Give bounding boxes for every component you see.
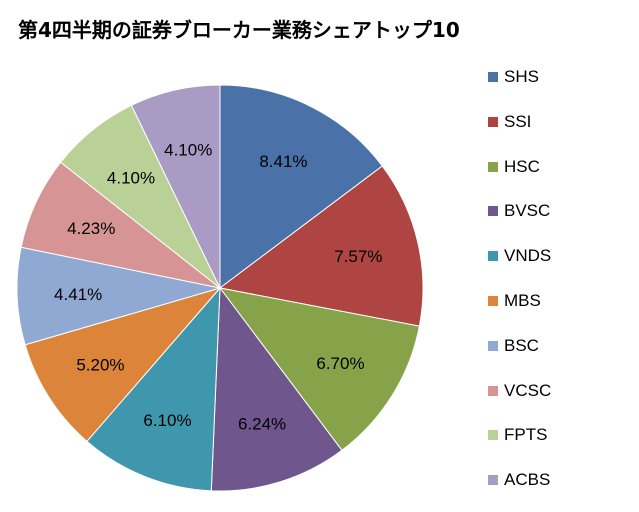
legend-item-mbs: MBS (488, 290, 541, 312)
legend-swatch (488, 385, 498, 396)
pie-slice-acbs (130, 84, 221, 289)
legend-swatch (488, 206, 498, 217)
legend-label: ACBS (504, 470, 551, 490)
pie-slice-shs (219, 84, 383, 290)
legend-label: MBS (504, 291, 541, 310)
data-label-fpts: 4.10% (107, 168, 155, 187)
legend-swatch (488, 430, 498, 441)
legend-label: BSC (504, 335, 539, 355)
legend-label: BVSC (504, 201, 551, 221)
data-label-hsc: 6.70% (316, 354, 364, 373)
legend-swatch (488, 72, 498, 82)
legend-label: VCSC (504, 380, 552, 400)
data-label-mbs: 5.20% (76, 356, 124, 375)
data-label-ssi: 7.57% (334, 247, 382, 266)
legend-item-acbs: ACBS (488, 469, 550, 491)
legend-item-fpts: FPTS (488, 424, 547, 446)
pie-slice-vnds (86, 286, 221, 492)
pie-slice-mbs (24, 287, 222, 443)
data-label-vcsc: 4.23% (67, 219, 115, 238)
legend-label: FPTS (504, 425, 548, 445)
legend-item-vnds: VNDS (488, 245, 551, 267)
pie-slice-bvsc (210, 286, 343, 492)
legend-item-bvsc: BVSC (488, 200, 550, 222)
data-label-bvsc: 6.24% (238, 415, 286, 434)
legend-swatch (488, 475, 498, 486)
legend-swatch (488, 116, 498, 127)
legend-item-shs: SHS (488, 66, 539, 88)
legend-label: VNDS (504, 246, 552, 266)
data-label-bsc: 4.41% (54, 285, 102, 304)
pie-slice-bsc (16, 246, 221, 346)
chart-title: 第4四半期の証券ブローカー業務シェアトップ10 (18, 18, 460, 42)
legend-swatch (488, 161, 498, 172)
data-label-vnds: 6.10% (143, 411, 191, 430)
data-label-shs: 8.41% (259, 152, 307, 171)
legend-label: HSC (504, 156, 540, 176)
legend-item-vcsc: VCSC (488, 380, 551, 402)
legend-swatch (488, 296, 498, 306)
pie-slice-hsc (218, 287, 420, 452)
legend-item-hsc: HSC (488, 156, 540, 178)
legend-item-ssi: SSI (488, 111, 531, 133)
legend-label: SSI (504, 111, 532, 131)
pie-slice-ssi (218, 165, 424, 327)
data-label-acbs: 4.10% (164, 141, 212, 160)
legend-swatch (488, 340, 498, 351)
legend-swatch (488, 251, 498, 262)
legend-item-bsc: BSC (488, 335, 539, 357)
legend-label: SHS (504, 67, 539, 86)
